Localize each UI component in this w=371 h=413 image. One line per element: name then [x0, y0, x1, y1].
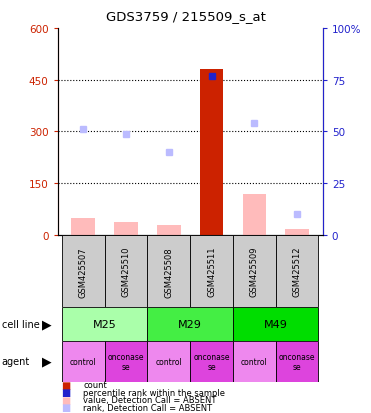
Text: GSM425510: GSM425510: [121, 247, 131, 297]
Bar: [147, 308, 233, 341]
Bar: [114, 222, 138, 235]
Bar: [233, 341, 276, 382]
Text: agent: agent: [2, 356, 30, 366]
Text: control: control: [70, 357, 96, 366]
Bar: [276, 341, 318, 382]
Bar: [285, 229, 309, 235]
Bar: [233, 308, 318, 341]
Text: GSM425509: GSM425509: [250, 247, 259, 297]
Text: GSM425512: GSM425512: [293, 247, 302, 297]
Text: value, Detection Call = ABSENT: value, Detection Call = ABSENT: [83, 395, 217, 404]
Text: cell line: cell line: [2, 319, 40, 329]
Bar: [105, 235, 147, 308]
Text: control: control: [155, 357, 182, 366]
Text: GSM425508: GSM425508: [164, 246, 173, 297]
Bar: [105, 341, 147, 382]
Bar: [157, 226, 181, 235]
Bar: [147, 235, 190, 308]
Bar: [190, 235, 233, 308]
Text: GSM425507: GSM425507: [79, 246, 88, 297]
Text: ■: ■: [61, 402, 70, 412]
Bar: [71, 218, 95, 235]
Bar: [243, 195, 266, 235]
Text: ■: ■: [61, 380, 70, 390]
Text: count: count: [83, 380, 107, 389]
Bar: [200, 70, 223, 235]
Text: M25: M25: [93, 319, 116, 329]
Bar: [62, 308, 147, 341]
Bar: [62, 341, 105, 382]
Bar: [276, 235, 318, 308]
Text: ■: ■: [61, 387, 70, 397]
Text: GDS3759 / 215509_s_at: GDS3759 / 215509_s_at: [106, 10, 265, 23]
Text: M49: M49: [264, 319, 288, 329]
Text: percentile rank within the sample: percentile rank within the sample: [83, 388, 226, 397]
Text: ▶: ▶: [42, 318, 51, 331]
Text: onconase
se: onconase se: [279, 352, 315, 371]
Text: onconase
se: onconase se: [108, 352, 144, 371]
Bar: [190, 341, 233, 382]
Text: control: control: [241, 357, 268, 366]
Bar: [147, 341, 190, 382]
Text: GSM425511: GSM425511: [207, 247, 216, 297]
Text: ■: ■: [61, 395, 70, 405]
Text: M29: M29: [178, 319, 202, 329]
Bar: [62, 235, 105, 308]
Text: onconase
se: onconase se: [193, 352, 230, 371]
Text: rank, Detection Call = ABSENT: rank, Detection Call = ABSENT: [83, 403, 213, 412]
Bar: [233, 235, 276, 308]
Text: ▶: ▶: [42, 355, 51, 368]
